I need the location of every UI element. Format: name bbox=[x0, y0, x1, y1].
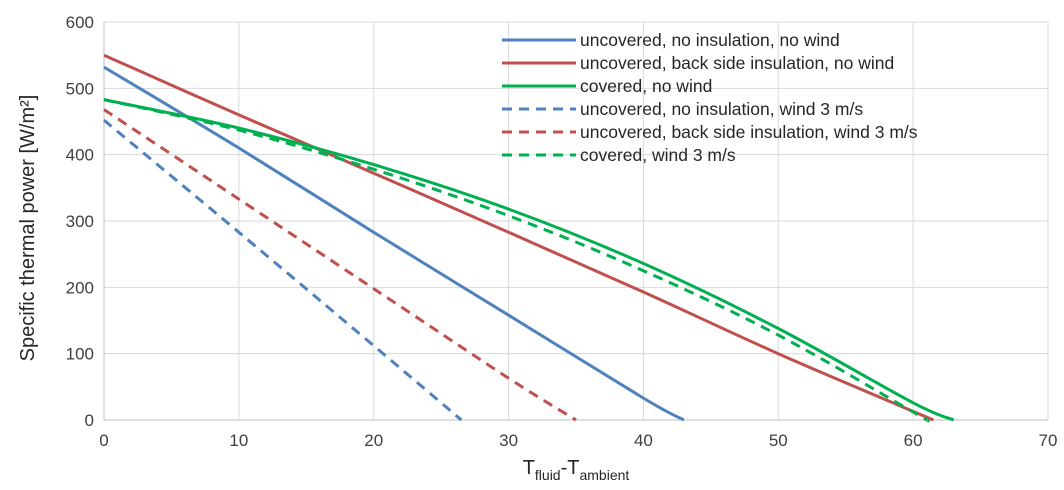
y-tick-label: 300 bbox=[66, 212, 94, 231]
y-tick-label: 400 bbox=[66, 146, 94, 165]
x-tick-labels: 0 10 20 30 40 50 60 70 bbox=[99, 431, 1057, 450]
legend-label-6: covered, wind 3 m/s bbox=[580, 145, 736, 165]
grid-layer bbox=[103, 21, 1049, 421]
x-tick-label: 60 bbox=[904, 431, 923, 450]
series-layer bbox=[103, 53, 955, 423]
series-line-4 bbox=[103, 119, 463, 422]
x-tick-label: 10 bbox=[229, 431, 248, 450]
series-line-5 bbox=[103, 108, 577, 422]
x-tick-label: 20 bbox=[364, 431, 383, 450]
legend-label-1: uncovered, no insulation, no wind bbox=[580, 30, 840, 50]
y-axis-label: Specific thermal power [W/m²] bbox=[17, 95, 39, 362]
x-tick-label: 50 bbox=[769, 431, 788, 450]
y-tick-label: 200 bbox=[66, 278, 94, 297]
y-tick-label: 100 bbox=[66, 345, 94, 364]
series-line-1 bbox=[103, 65, 685, 422]
y-tick-labels: 0 100 200 300 400 500 600 bbox=[66, 13, 94, 430]
x-tick-label: 0 bbox=[99, 431, 108, 450]
series-line-2 bbox=[103, 53, 934, 422]
legend-label-5: uncovered, back side insulation, wind 3 … bbox=[580, 122, 918, 142]
y-tick-label: 600 bbox=[66, 13, 94, 32]
legend-label-3: covered, no wind bbox=[580, 76, 712, 96]
x-tick-label: 30 bbox=[499, 431, 518, 450]
y-tick-label: 0 bbox=[85, 411, 94, 430]
x-axis-label-sub2: ambient bbox=[579, 467, 629, 483]
x-tick-label: 40 bbox=[634, 431, 653, 450]
x-axis-label-base: T bbox=[523, 457, 535, 479]
series-line-6 bbox=[103, 98, 930, 423]
x-axis-label: Tfluid-Tambient bbox=[523, 457, 630, 483]
legend-label-4: uncovered, no insulation, wind 3 m/s bbox=[580, 99, 863, 119]
legend-label-2: uncovered, back side insulation, no wind bbox=[580, 53, 894, 73]
y-tick-label: 500 bbox=[66, 79, 94, 98]
legend: uncovered, no insulation, no wind uncover… bbox=[502, 30, 918, 165]
series-line-3 bbox=[103, 98, 955, 422]
x-axis-label-sub1: fluid bbox=[535, 467, 561, 483]
x-tick-label: 70 bbox=[1039, 431, 1058, 450]
x-axis-label-sep: -T bbox=[561, 457, 580, 479]
